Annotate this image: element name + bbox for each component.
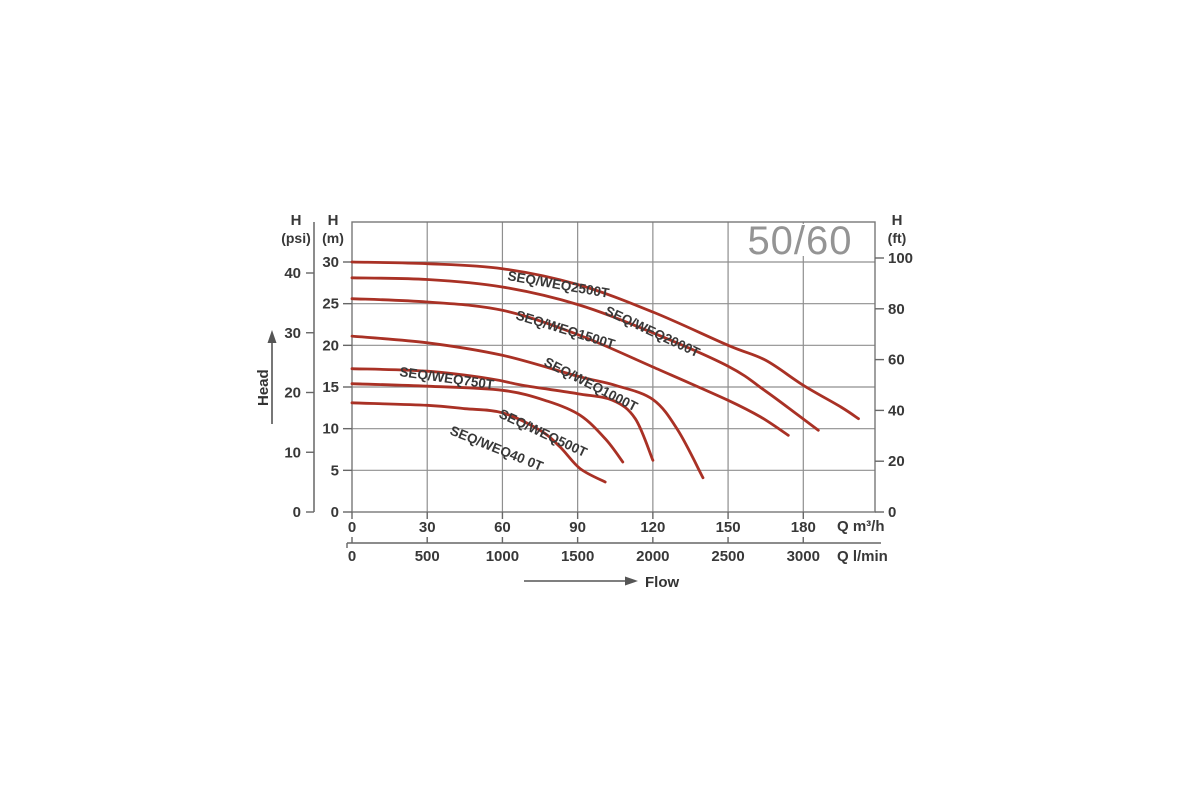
lmin-tick-label: 3000 (787, 548, 820, 565)
m3h-tick-label: 0 (348, 519, 356, 536)
pump-curve (350, 334, 705, 480)
psi-tick-label: 20 (284, 385, 301, 402)
flow-arrow-head-icon (625, 576, 638, 586)
lmin-tick-label: 2500 (711, 548, 744, 565)
m3h-tick-label: 180 (791, 519, 816, 536)
ft-axis-title: H (892, 212, 903, 229)
flow-axis-unit-lmin: Q l/min (837, 548, 888, 565)
m-tick-label: 20 (322, 337, 339, 354)
ft-tick-label: 40 (888, 402, 905, 419)
psi-tick-label: 0 (293, 504, 301, 521)
flow-axis-unit-m3h: Q m³/h (837, 518, 885, 535)
lmin-tick-label: 2000 (636, 548, 669, 565)
pump-curve (350, 382, 625, 464)
frequency-label: 50/60 (747, 219, 852, 263)
m-tick-label: 10 (322, 421, 339, 438)
ft-tick-label: 100 (888, 250, 913, 267)
m-tick-label: 25 (322, 296, 339, 313)
head-arrow-label: Head (255, 369, 272, 406)
pump-curve (350, 276, 820, 432)
m3h-tick-label: 120 (640, 519, 665, 536)
psi-axis-title: H (291, 212, 302, 229)
lmin-tick-label: 1000 (486, 548, 519, 565)
pump-curve (350, 260, 860, 421)
m-tick-label: 0 (331, 504, 339, 521)
m-axis-title: H (328, 212, 339, 229)
flow-direction-arrow: Flow (524, 574, 679, 591)
m-tick-label: 5 (331, 462, 339, 479)
grid (351, 221, 876, 513)
m3h-tick-label: 150 (716, 519, 741, 536)
pump-curve-labels: SEQ/WEQ2500TSEQ/WEQ2000TSEQ/WEQ1500TSEQ/… (399, 268, 703, 474)
lmin-tick-label: 0 (348, 548, 356, 565)
m3h-tick-label: 30 (419, 519, 436, 536)
pump-curve (350, 367, 655, 462)
plot-border (351, 221, 876, 513)
m-tick-label: 30 (322, 254, 339, 271)
ft-axis-unit: (ft) (888, 230, 907, 246)
ft-tick-label: 60 (888, 352, 905, 369)
ft-tick-label: 20 (888, 453, 905, 470)
lmin-tick-label: 500 (415, 548, 440, 565)
psi-axis-unit: (psi) (281, 230, 311, 246)
pump-curve (350, 401, 607, 484)
pump-curve (350, 297, 790, 437)
m3h-tick-label: 60 (494, 519, 511, 536)
flow-arrow-label: Flow (645, 574, 679, 591)
ft-tick-label: 0 (888, 504, 896, 521)
psi-tick-label: 30 (284, 325, 301, 342)
psi-tick-label: 40 (284, 265, 301, 282)
frequency-label-backdrop (751, 224, 851, 256)
head-direction-arrow: Head (255, 330, 277, 424)
m3h-tick-label: 90 (569, 519, 586, 536)
lmin-tick-label: 1500 (561, 548, 594, 565)
pump-curves (350, 260, 860, 484)
curve-label: SEQ/WEQ2500T (506, 268, 611, 301)
head-arrow-head-icon (267, 330, 277, 343)
m-axis-unit: (m) (322, 230, 344, 246)
psi-tick-label: 10 (284, 444, 301, 461)
m-tick-label: 15 (322, 379, 339, 396)
ft-tick-label: 80 (888, 301, 905, 318)
